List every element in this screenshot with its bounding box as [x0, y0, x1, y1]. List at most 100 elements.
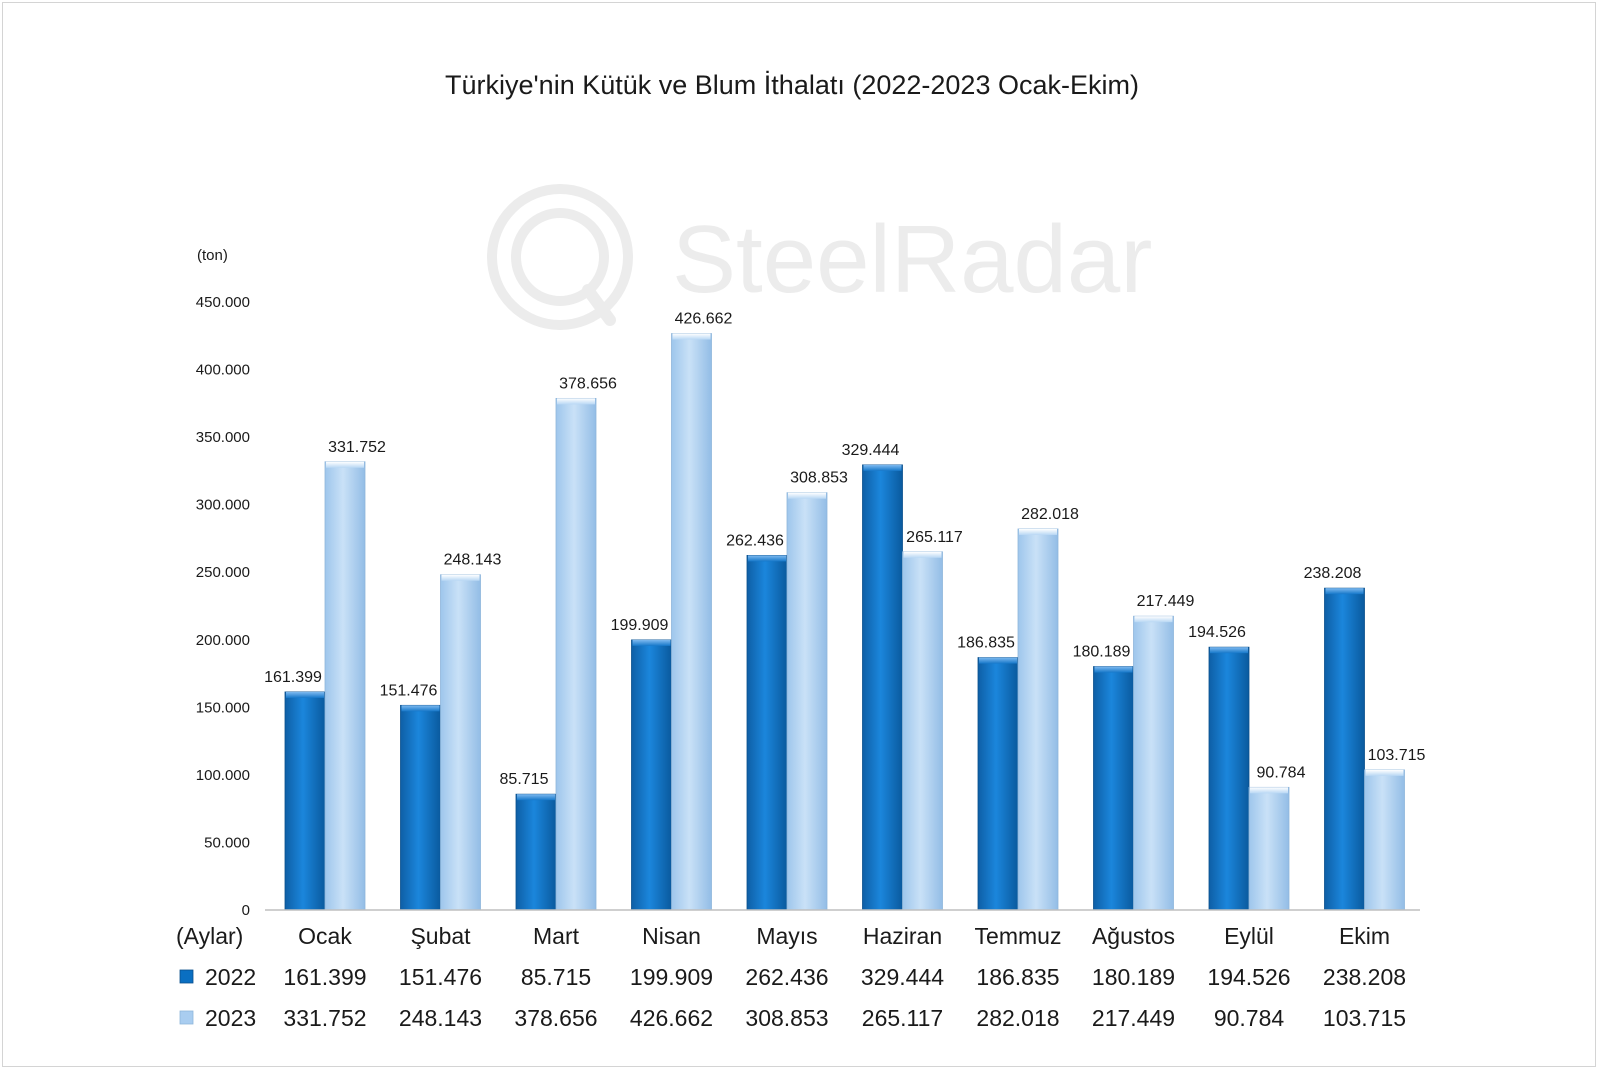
y-tick-label: 350.000 — [196, 429, 250, 446]
bar-2023-1 — [440, 574, 481, 911]
y-tick-label: 400.000 — [196, 362, 250, 379]
table-cell-2023-8: 90.784 — [1214, 1005, 1285, 1031]
table-cell-2022-4: 262.436 — [745, 964, 828, 990]
data-label-2022-7: 180.189 — [1073, 644, 1131, 661]
bar-cap-2022-9 — [1325, 588, 1364, 595]
bar-cap-2022-8 — [1210, 647, 1248, 654]
data-table: 2022 161.399 151.476 85.715 199.909 262.436 32… — [179, 964, 1406, 1031]
bar-cap-2023-7 — [1134, 616, 1173, 623]
table-cell-2023-0: 331.752 — [283, 1005, 366, 1031]
data-label-2023-1: 248.143 — [444, 552, 502, 569]
y-tick-label: 200.000 — [196, 632, 250, 649]
table-cell-2023-5: 265.117 — [862, 1005, 943, 1031]
data-label-2022-8: 194.526 — [1188, 624, 1246, 641]
watermark-text: SteelRadar — [672, 206, 1152, 313]
legend-key-2023 — [179, 1010, 194, 1025]
x-category-label: Şubat — [410, 923, 471, 949]
bar-cap-2023-0 — [326, 461, 364, 468]
table-cell-2023-4: 308.853 — [745, 1005, 828, 1031]
table-cell-2022-0: 161.399 — [283, 964, 366, 990]
bar-2023-6 — [1017, 528, 1059, 911]
bar-2022-6 — [977, 657, 1019, 911]
bar-cap-2023-4 — [788, 492, 826, 499]
chart-title: Türkiye'nin Kütük ve Blum İthalatı (2022… — [445, 69, 1139, 100]
x-category-label: Eylül — [1224, 923, 1274, 949]
bar-cap-2022-1 — [401, 705, 440, 712]
bar-cap-2023-2 — [557, 398, 595, 405]
bar-cap-2023-3 — [672, 333, 711, 340]
bar-2022-8 — [1208, 646, 1250, 911]
y-tick-label: 300.000 — [196, 497, 250, 514]
table-cell-2023-7: 217.449 — [1092, 1005, 1175, 1031]
data-label-2023-5: 265.117 — [906, 529, 963, 546]
bar-2023-9 — [1364, 769, 1405, 911]
watermark-logo — [487, 184, 633, 330]
table-cell-2023-1: 248.143 — [399, 1005, 482, 1031]
data-label-2023-6: 282.018 — [1021, 506, 1079, 523]
y-tick-label: 50.000 — [204, 834, 250, 851]
data-label-2022-0: 161.399 — [264, 669, 322, 686]
data-label-2022-5: 329.444 — [842, 442, 900, 459]
bar-2023-0 — [324, 461, 366, 911]
x-category-label: Haziran — [863, 923, 942, 949]
bar-2022-7 — [1093, 666, 1134, 911]
x-category-label: Ekim — [1339, 923, 1390, 949]
data-label-2023-0: 331.752 — [328, 439, 386, 456]
x-category-label: Temmuz — [975, 923, 1062, 949]
table-cell-2022-6: 186.835 — [976, 964, 1059, 990]
y-tick-label: 150.000 — [196, 699, 250, 716]
data-label-2022-3: 199.909 — [611, 617, 669, 634]
table-cell-2023-2: 378.656 — [514, 1005, 597, 1031]
data-label-2023-9: 103.715 — [1368, 747, 1426, 764]
table-cell-2022-7: 180.189 — [1092, 964, 1175, 990]
legend-label-2022: 2022 — [205, 964, 256, 990]
bar-cap-2023-6 — [1019, 528, 1057, 535]
data-label-2023-3: 426.662 — [675, 311, 733, 328]
data-label-2022-2: 85.715 — [500, 771, 549, 788]
bar-2023-4 — [786, 492, 828, 911]
y-tick-label: 250.000 — [196, 564, 250, 581]
y-tick-label: 450.000 — [196, 294, 250, 311]
bar-cap-2022-4 — [748, 555, 786, 562]
y-tick-label: 100.000 — [196, 767, 250, 784]
data-label-2023-4: 308.853 — [790, 470, 848, 487]
bar-2023-5 — [902, 551, 943, 911]
table-cell-2022-5: 329.444 — [861, 964, 944, 990]
data-labels: 161.399 331.752 151.476 248.143 85.715 378.65… — [264, 311, 1425, 789]
bar-cap-2022-0 — [286, 691, 324, 698]
x-category-label: Ocak — [298, 923, 352, 949]
data-label-2022-6: 186.835 — [957, 635, 1015, 652]
table-cell-2022-9: 238.208 — [1323, 964, 1406, 990]
data-label-2022-9: 238.208 — [1304, 565, 1362, 582]
data-label-2023-2: 378.656 — [559, 375, 617, 392]
y-axis-unit: (ton) — [197, 247, 228, 264]
table-cell-2023-6: 282.018 — [976, 1005, 1059, 1031]
table-cell-2023-9: 103.715 — [1323, 1005, 1406, 1031]
bar-cap-2023-8 — [1250, 787, 1288, 794]
x-axis-label: (Aylar) — [176, 923, 243, 949]
y-tick-label: 0 — [242, 902, 250, 919]
bar-2022-0 — [284, 691, 326, 911]
table-cell-2022-2: 85.715 — [521, 964, 591, 990]
bar-cap-2023-1 — [441, 574, 480, 581]
bar-2023-3 — [671, 333, 712, 911]
bar-2022-4 — [746, 555, 788, 911]
bar-2022-9 — [1324, 587, 1365, 911]
x-category-label: Mart — [533, 923, 580, 949]
bar-2023-7 — [1133, 615, 1174, 911]
bar-2022-2 — [515, 793, 557, 911]
table-cell-2022-1: 151.476 — [399, 964, 482, 990]
x-category-label: Mayıs — [756, 923, 817, 949]
bar-cap-2022-2 — [517, 794, 555, 801]
legend-key-2022 — [179, 969, 194, 984]
data-label-2022-1: 151.476 — [380, 682, 438, 699]
bar-cap-2022-6 — [979, 657, 1017, 664]
table-cell-2022-3: 199.909 — [630, 964, 713, 990]
bar-2022-3 — [631, 639, 672, 911]
bar-cap-2022-3 — [632, 639, 671, 646]
bar-2023-8 — [1248, 786, 1290, 911]
data-label-2023-7: 217.449 — [1137, 593, 1195, 610]
x-category-label: Nisan — [642, 923, 701, 949]
